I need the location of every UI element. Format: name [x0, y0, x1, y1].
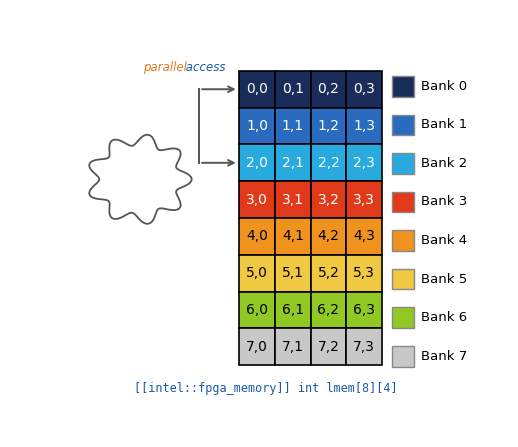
- Text: 3,2: 3,2: [318, 193, 339, 207]
- Bar: [346, 181, 382, 218]
- Text: 5,1: 5,1: [282, 266, 304, 280]
- Bar: [311, 291, 346, 329]
- Text: Bank 6: Bank 6: [421, 311, 467, 324]
- Bar: [392, 76, 414, 97]
- Bar: [275, 255, 311, 291]
- Bar: [392, 114, 414, 135]
- Bar: [239, 218, 275, 255]
- Bar: [346, 71, 382, 108]
- Bar: [346, 255, 382, 291]
- Bar: [239, 255, 275, 291]
- Bar: [392, 269, 414, 289]
- Bar: [311, 144, 346, 181]
- Bar: [311, 71, 346, 108]
- Text: 3,3: 3,3: [353, 193, 375, 207]
- Text: Bank 4: Bank 4: [421, 234, 467, 247]
- Bar: [311, 181, 346, 218]
- Bar: [275, 181, 311, 218]
- Bar: [346, 108, 382, 144]
- Bar: [239, 71, 275, 108]
- Bar: [311, 255, 346, 291]
- Text: 5,0: 5,0: [246, 266, 268, 280]
- Text: 4,0: 4,0: [246, 229, 268, 243]
- Bar: [275, 71, 311, 108]
- Text: 2,1: 2,1: [282, 156, 304, 170]
- Bar: [311, 218, 346, 255]
- Text: 0,3: 0,3: [353, 82, 375, 96]
- Text: [[intel::fpga_memory]] int lmem[8][4]: [[intel::fpga_memory]] int lmem[8][4]: [134, 382, 397, 395]
- Bar: [239, 144, 275, 181]
- Text: 5,2: 5,2: [318, 266, 339, 280]
- Bar: [392, 346, 414, 367]
- Bar: [239, 108, 275, 144]
- Bar: [392, 307, 414, 328]
- Text: 7,0: 7,0: [246, 340, 268, 354]
- Bar: [239, 181, 275, 218]
- Bar: [392, 153, 414, 174]
- Text: 4,1: 4,1: [282, 229, 304, 243]
- Text: 2,2: 2,2: [318, 156, 339, 170]
- Text: 1,0: 1,0: [246, 119, 268, 133]
- Bar: [346, 291, 382, 329]
- Bar: [275, 108, 311, 144]
- Text: 6,2: 6,2: [318, 303, 339, 317]
- Bar: [346, 329, 382, 365]
- Bar: [275, 291, 311, 329]
- Text: Bank 5: Bank 5: [421, 273, 467, 286]
- Text: 3,1: 3,1: [282, 193, 304, 207]
- Bar: [392, 192, 414, 212]
- Text: 0,2: 0,2: [318, 82, 339, 96]
- Text: Bank 0: Bank 0: [421, 80, 467, 93]
- Text: 6,3: 6,3: [353, 303, 375, 317]
- Text: 5,3: 5,3: [353, 266, 375, 280]
- Text: 6,1: 6,1: [282, 303, 304, 317]
- Bar: [311, 108, 346, 144]
- Text: 2,0: 2,0: [246, 156, 268, 170]
- Bar: [346, 144, 382, 181]
- Text: Bank 2: Bank 2: [421, 157, 467, 170]
- Polygon shape: [89, 135, 192, 224]
- Text: 3,0: 3,0: [246, 193, 268, 207]
- Text: access: access: [182, 61, 226, 74]
- Text: 0,0: 0,0: [246, 82, 268, 96]
- Text: 6,0: 6,0: [246, 303, 268, 317]
- Bar: [275, 329, 311, 365]
- Text: Bank 3: Bank 3: [421, 195, 467, 208]
- Text: 7,3: 7,3: [353, 340, 375, 354]
- Text: 7,1: 7,1: [282, 340, 304, 354]
- Text: 4,3: 4,3: [353, 229, 375, 243]
- Bar: [311, 329, 346, 365]
- Text: 1,2: 1,2: [318, 119, 339, 133]
- Text: parallel: parallel: [143, 61, 187, 74]
- Text: Bank 7: Bank 7: [421, 350, 467, 363]
- Text: Bank 1: Bank 1: [421, 118, 467, 131]
- Bar: [392, 230, 414, 251]
- Bar: [275, 144, 311, 181]
- Text: 4,2: 4,2: [318, 229, 339, 243]
- Text: 0,1: 0,1: [282, 82, 304, 96]
- Text: 1,3: 1,3: [353, 119, 375, 133]
- Bar: [239, 291, 275, 329]
- Text: 7,2: 7,2: [318, 340, 339, 354]
- Text: 2,3: 2,3: [353, 156, 375, 170]
- Bar: [346, 218, 382, 255]
- Bar: [275, 218, 311, 255]
- Bar: [239, 329, 275, 365]
- Text: 1,1: 1,1: [282, 119, 304, 133]
